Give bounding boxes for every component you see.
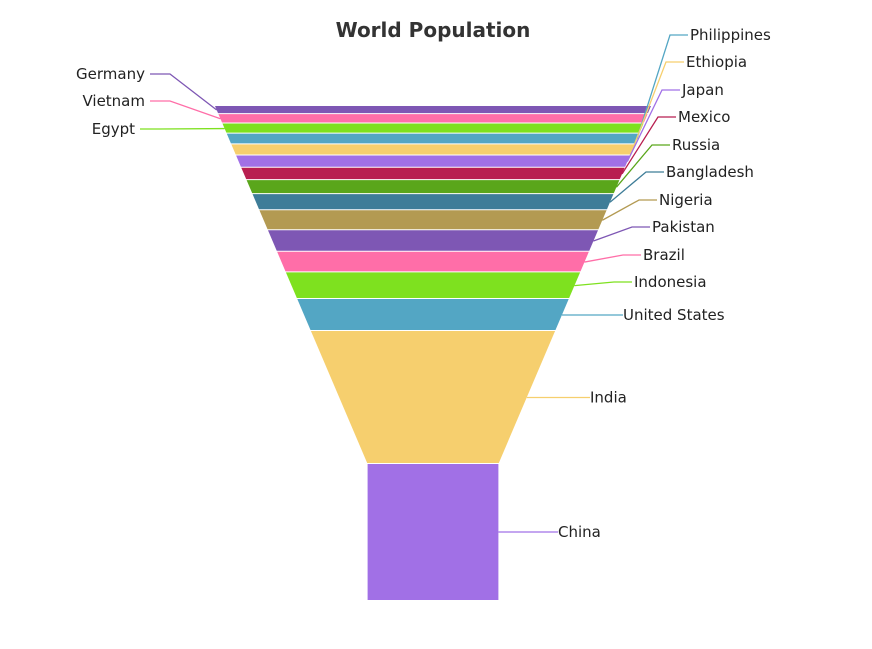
connector-russia [615, 144, 670, 188]
chart-title: World Population [336, 18, 531, 42]
category-labels: Germany Vietnam Egypt Philippines Ethiopia Ja… [76, 26, 771, 541]
funnel-segment-pakistan[interactable] [267, 230, 599, 251]
label-vietnam: Vietnam [82, 92, 145, 110]
label-russia: Russia [672, 136, 720, 154]
label-india: India [590, 388, 627, 406]
funnel-segments [215, 106, 651, 600]
label-united-states: United States [623, 306, 725, 324]
label-pakistan: Pakistan [652, 218, 715, 236]
funnel-segment-germany[interactable] [215, 106, 651, 114]
connector-ethiopia [631, 61, 684, 151]
connector-brazil [584, 254, 641, 263]
funnel-segment-egypt[interactable] [222, 123, 644, 133]
connector-mexico [621, 116, 676, 175]
label-germany: Germany [76, 65, 145, 83]
label-brazil: Brazil [643, 246, 685, 264]
label-mexico: Mexico [678, 108, 730, 126]
funnel-segment-nigeria[interactable] [259, 210, 607, 230]
connector-philippines [636, 34, 688, 140]
funnel-segment-japan[interactable] [236, 155, 630, 167]
connector-bangladesh [609, 171, 664, 203]
funnel-segment-bangladesh[interactable] [252, 194, 614, 210]
funnel-segment-russia[interactable] [246, 180, 620, 194]
label-bangladesh: Bangladesh [666, 163, 754, 181]
funnel-segment-india[interactable] [310, 331, 556, 463]
funnel-segment-indonesia[interactable] [285, 272, 581, 298]
label-connectors [140, 34, 688, 533]
connector-germany [150, 73, 218, 111]
funnel-segment-ethiopia[interactable] [231, 144, 635, 155]
label-indonesia: Indonesia [634, 273, 707, 291]
connector-vietnam [150, 100, 221, 120]
label-egypt: Egypt [92, 120, 135, 138]
connector-japan [626, 89, 680, 162]
connector-nigeria [601, 199, 657, 221]
funnel-segment-china[interactable] [367, 463, 499, 600]
label-nigeria: Nigeria [659, 191, 713, 209]
funnel-segment-united-states[interactable] [297, 298, 569, 331]
connector-indonesia [574, 281, 632, 287]
label-philippines: Philippines [690, 26, 771, 44]
funnel-segment-vietnam[interactable] [218, 114, 648, 123]
connector-pakistan [593, 226, 650, 242]
funnel-segment-philippines[interactable] [226, 133, 640, 144]
label-china: China [558, 523, 601, 541]
label-japan: Japan [681, 81, 724, 99]
funnel-segment-mexico[interactable] [241, 167, 625, 180]
label-ethiopia: Ethiopia [686, 53, 747, 71]
funnel-segment-brazil[interactable] [277, 251, 589, 272]
